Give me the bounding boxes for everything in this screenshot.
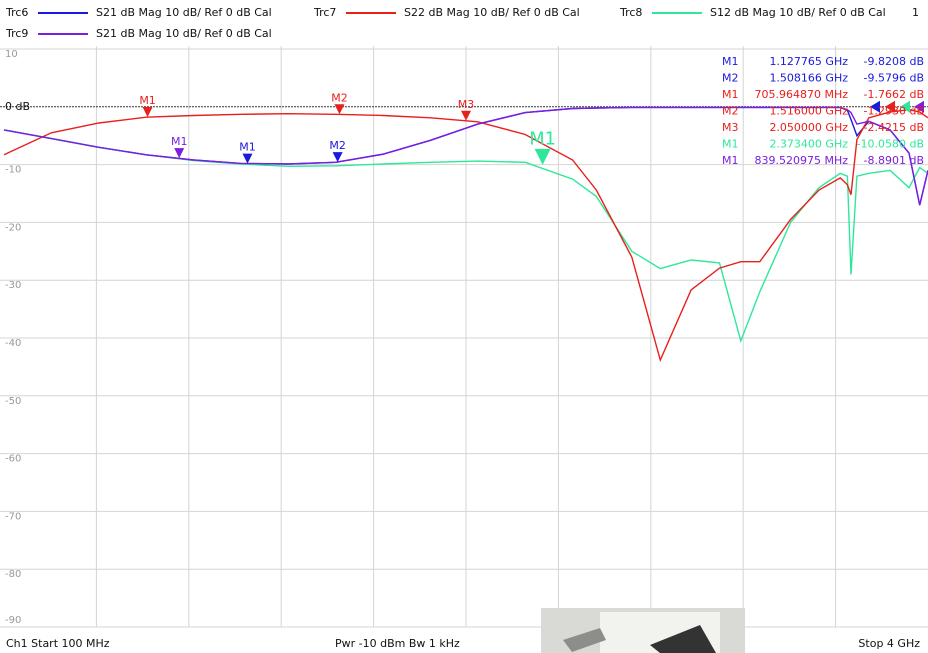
table-response: -2.4215 dB [864,121,924,134]
marker-label: M1 [139,94,156,107]
y-tick-label: -30 [5,280,21,291]
table-marker-name: M3 [722,121,739,134]
y-tick-label: -90 [5,615,21,626]
trace-name: Trc6 [5,6,28,19]
trace-name: Trc7 [313,6,336,19]
footer-bar [0,629,928,653]
y-tick-label: -20 [5,222,21,233]
table-marker-name: M1 [722,55,739,68]
table-stimulus: 1.508166 GHz [769,72,848,85]
y-tick-label: -70 [5,511,21,522]
table-marker-name: M1 [722,154,739,167]
table-stimulus: 839.520975 MHz [754,154,848,167]
table-stimulus: 2.373400 GHz [769,138,848,151]
y-tick-label: -40 [5,338,21,349]
table-response: -9.8208 dB [864,55,924,68]
y-tick-label: 10 [5,49,18,60]
footer-stop: Stop 4 GHz [858,637,920,650]
marker-label: M1 [239,141,256,154]
table-stimulus: 705.964870 MHz [754,88,848,101]
analyzer-screen: 10 0 dB -10 -20 -30 -40 -50 -60 -70 -80 -90 M1 M2 M1… [0,0,928,653]
y-tick-label: -10 [5,165,21,176]
table-response: -10.0580 dB [857,138,924,151]
trace-name: Trc8 [619,6,642,19]
table-marker-name: M1 [722,138,739,151]
marker-label: M2 [331,91,348,104]
marker-label: M1 [529,129,555,149]
trace-description: S21 dB Mag 10 dB/ Ref 0 dB Cal [96,6,272,19]
trace-description: S22 dB Mag 10 dB/ Ref 0 dB Cal [404,6,580,19]
table-marker-name: M2 [722,72,739,85]
marker-label: M1 [171,135,188,148]
channel-number: 1 [912,6,919,19]
table-response: -9.5796 dB [864,72,924,85]
table-stimulus: 1.516000 GHz [769,105,848,118]
table-response: -8.8901 dB [864,154,924,167]
trace-description: S21 dB Mag 10 dB/ Ref 0 dB Cal [96,27,272,40]
y-tick-label: -80 [5,569,21,580]
trace-description: S12 dB Mag 10 dB/ Ref 0 dB Cal [710,6,886,19]
table-response: -1.7662 dB [864,88,924,101]
marker-label: M2 [329,139,346,152]
footer-power: Pwr -10 dBm Bw 1 kHz [335,637,460,650]
table-stimulus: 2.050000 GHz [769,121,848,134]
y-tick-label: -50 [5,396,21,407]
page: 10 0 dB -10 -20 -30 -40 -50 -60 -70 -80 -90 M1 M2 M1… [0,0,928,653]
trace-name: Trc9 [5,27,28,40]
footer-start: Ch1 Start 100 MHz [6,637,110,650]
marker-label: M3 [458,98,475,111]
table-marker-name: M2 [722,105,739,118]
table-stimulus: 1.127765 GHz [769,55,848,68]
table-marker-name: M1 [722,88,739,101]
y-tick-label: 0 dB [5,100,30,113]
y-tick-label: -60 [5,454,21,465]
table-response: -1.2930 dB [864,105,924,118]
